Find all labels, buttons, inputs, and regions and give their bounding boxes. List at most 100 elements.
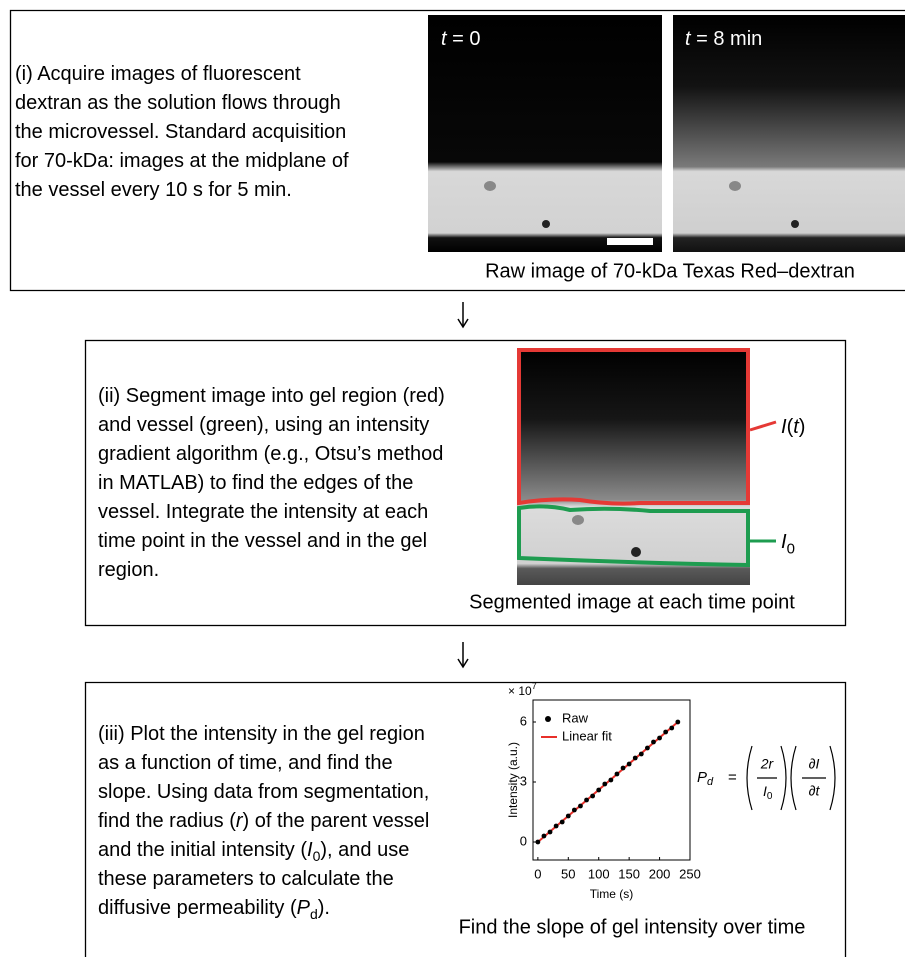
data-point xyxy=(608,778,613,783)
text-span: P xyxy=(697,769,707,786)
step-text: time point in the vessel and in the gel xyxy=(98,530,427,552)
y-tick-label: 6 xyxy=(520,713,527,728)
step-text: the vessel every 10 s for 5 min. xyxy=(15,179,292,201)
y-tick-label: 3 xyxy=(520,773,527,788)
data-point xyxy=(621,766,626,771)
text-span: (ii) Segment image into gel region (red) xyxy=(98,385,445,407)
step-text: find the radius (r) of the parent vessel xyxy=(98,810,429,832)
formula-text: Pd xyxy=(697,769,714,788)
formula-text: 2r xyxy=(760,756,775,772)
text-span: for 70-kDa: images at the midplane of xyxy=(15,150,349,172)
data-point xyxy=(663,730,668,735)
x-tick-label: 150 xyxy=(618,866,640,881)
text-span: and vessel (green), using an intensity xyxy=(98,414,429,436)
text-span: d xyxy=(310,906,318,922)
microscopy-image xyxy=(428,15,662,252)
text-span: dextran as the solution flows through xyxy=(15,92,341,114)
text-span: in MATLAB) to find the edges of the xyxy=(98,472,413,494)
data-point xyxy=(602,782,607,787)
data-point xyxy=(578,804,583,809)
data-point xyxy=(584,798,589,803)
text-span: = 8 min xyxy=(691,28,763,50)
x-axis-label: Time (s) xyxy=(590,887,634,901)
data-point xyxy=(542,834,547,839)
data-point xyxy=(657,736,662,741)
data-point xyxy=(596,788,601,793)
legend-marker xyxy=(545,716,551,722)
step-text: in MATLAB) to find the edges of the xyxy=(98,472,413,494)
step-text: region. xyxy=(98,559,159,581)
data-point xyxy=(627,762,632,767)
text-span: find the radius ( xyxy=(98,810,236,832)
formula-text: ∂t xyxy=(809,783,821,799)
legend-label: Raw xyxy=(562,710,589,725)
text-span: d xyxy=(707,776,714,788)
segmented-image xyxy=(517,348,776,585)
label-leader xyxy=(750,422,776,430)
text-span: these parameters to calculate the xyxy=(98,868,394,890)
scale-bar xyxy=(607,238,653,245)
data-point xyxy=(554,824,559,829)
data-point xyxy=(566,814,571,819)
x-tick-label: 0 xyxy=(534,866,541,881)
step-text: slope. Using data from segmentation, xyxy=(98,781,429,803)
text-span: diffusive permeability ( xyxy=(98,897,297,919)
caption: Raw image of 70-kDa Texas Red–dextran xyxy=(485,260,855,282)
text-span: 0 xyxy=(787,541,795,558)
x-tick-label: 50 xyxy=(561,866,575,881)
step-text: dextran as the solution flows through xyxy=(15,92,341,114)
step-text: vessel. Integrate the intensity at each xyxy=(98,501,428,523)
formula-text: I0 xyxy=(763,783,773,802)
y-tick-label: 0 xyxy=(520,833,527,848)
text-span: the vessel every 10 s for 5 min. xyxy=(15,179,292,201)
text-span: ) xyxy=(799,416,806,438)
step-text: and vessel (green), using an intensity xyxy=(98,414,429,436)
text-span: gradient algorithm (e.g., Otsu’s method xyxy=(98,443,443,465)
region-label: I0 xyxy=(781,531,795,557)
step-text: (iii) Plot the intensity in the gel regi… xyxy=(98,723,425,745)
step-text: the microvessel. Standard acquisition xyxy=(15,121,346,143)
image-label: t = 8 min xyxy=(685,28,762,50)
step-text: these parameters to calculate the xyxy=(98,868,394,890)
arrow xyxy=(458,642,468,667)
data-point xyxy=(548,830,553,835)
data-point xyxy=(535,840,540,845)
text-span: × 10 xyxy=(508,684,532,698)
text-span: ). xyxy=(318,897,330,919)
text-span: slope. Using data from segmentation, xyxy=(98,781,429,803)
x-tick-label: 200 xyxy=(649,866,671,881)
y-axis-label: Intensity (a.u.) xyxy=(506,742,520,818)
data-point xyxy=(639,752,644,757)
text-span: 0 xyxy=(767,791,773,802)
x-tick-label: 100 xyxy=(588,866,610,881)
data-point xyxy=(675,720,680,725)
microscopy-image xyxy=(673,15,905,252)
data-point xyxy=(645,746,650,751)
y-multiplier: × 107 xyxy=(508,681,537,698)
legend-label: Linear fit xyxy=(562,728,612,743)
text-span: the microvessel. Standard acquisition xyxy=(15,121,346,143)
text-span: time point in the vessel and in the gel xyxy=(98,530,427,552)
text-span: as a function of time, and find the xyxy=(98,752,393,774)
text-span: P xyxy=(297,897,311,919)
text-span: 0 xyxy=(313,848,321,864)
data-point xyxy=(615,772,620,777)
text-span: 7 xyxy=(532,681,537,691)
text-span: = 0 xyxy=(447,28,481,50)
data-point xyxy=(633,756,638,761)
text-span: and the initial intensity ( xyxy=(98,839,307,861)
caption: Find the slope of gel intensity over tim… xyxy=(459,916,806,938)
figure: (i) Acquire images of fluorescent dextran… xyxy=(0,0,906,957)
text-span: region. xyxy=(98,559,159,581)
data-point xyxy=(572,808,577,813)
data-point xyxy=(560,820,565,825)
region-label: I(t) xyxy=(781,416,805,438)
step-text: (i) Acquire images of fluorescent xyxy=(15,63,301,85)
data-point xyxy=(590,794,595,799)
data-point xyxy=(651,740,656,745)
text-span: vessel. Integrate the intensity at each xyxy=(98,501,428,523)
step-text: as a function of time, and find the xyxy=(98,752,393,774)
data-point xyxy=(669,726,674,731)
text-span: (i) Acquire images of fluorescent xyxy=(15,63,301,85)
text-span: ) of the parent vessel xyxy=(243,810,430,832)
